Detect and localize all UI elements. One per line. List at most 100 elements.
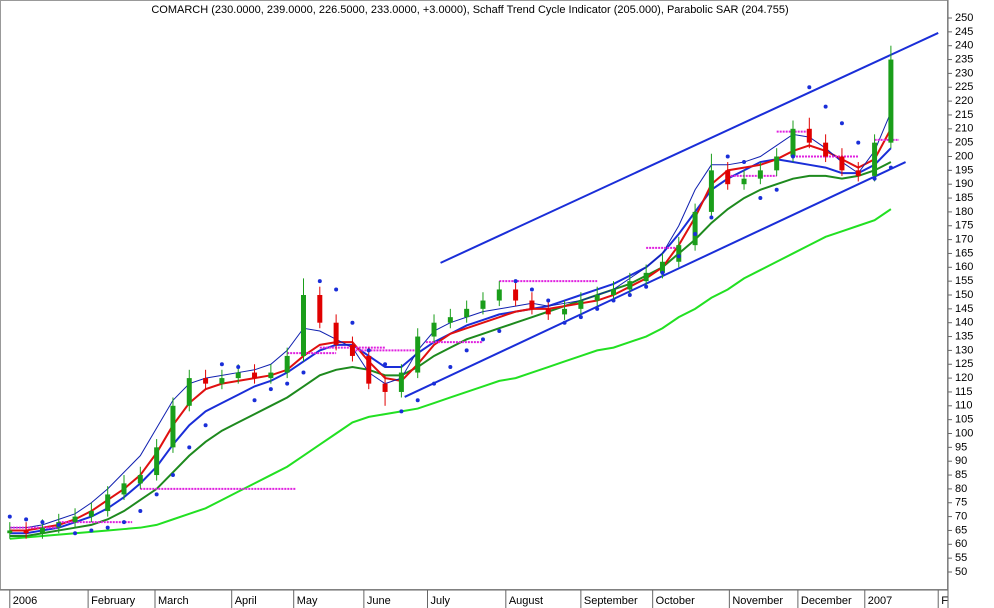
candle-body bbox=[643, 272, 649, 282]
y-tick-label: 225 bbox=[955, 81, 973, 93]
sar-dot bbox=[122, 520, 127, 525]
sar-dot bbox=[546, 298, 551, 303]
trend-line bbox=[440, 32, 939, 264]
candle-body bbox=[594, 295, 600, 301]
sar-dot bbox=[725, 154, 730, 159]
candle-body bbox=[235, 372, 241, 379]
x-tick-label: December bbox=[801, 595, 852, 607]
y-tick-label: 130 bbox=[955, 344, 973, 356]
x-tick-label: March bbox=[158, 595, 189, 607]
sar-dot bbox=[236, 365, 241, 370]
x-tick-label: April bbox=[235, 595, 257, 607]
candle-body bbox=[382, 383, 388, 392]
sar-dot bbox=[578, 315, 583, 320]
candle-body bbox=[611, 289, 617, 295]
candle-body bbox=[855, 170, 861, 176]
y-tick-label: 200 bbox=[955, 150, 973, 162]
sar-dot bbox=[334, 287, 339, 292]
y-tick-label: 220 bbox=[955, 95, 973, 107]
sar-dot bbox=[644, 284, 649, 289]
x-tick-label: May bbox=[297, 595, 318, 607]
sar-dot bbox=[774, 187, 779, 192]
sar-dot bbox=[742, 160, 747, 165]
sar-dot bbox=[317, 279, 322, 284]
x-tick-label: February bbox=[91, 595, 136, 607]
candle-body bbox=[170, 405, 176, 448]
candle-body bbox=[72, 516, 78, 523]
y-tick-label: 185 bbox=[955, 192, 973, 204]
x-tick-label: 2006 bbox=[13, 595, 37, 607]
candle-body bbox=[480, 300, 486, 309]
y-tick-label: 60 bbox=[955, 538, 967, 550]
y-tick-label: 205 bbox=[955, 137, 973, 149]
y-tick-label: 125 bbox=[955, 358, 973, 370]
candle-body bbox=[464, 308, 470, 318]
x-tick-label: 2007 bbox=[868, 595, 892, 607]
y-tick-label: 150 bbox=[955, 289, 973, 301]
sar-dot bbox=[383, 362, 388, 367]
y-tick-label: 65 bbox=[955, 524, 967, 536]
sar-dot bbox=[154, 492, 159, 497]
candle-body bbox=[203, 378, 209, 384]
sar-dot bbox=[187, 445, 192, 450]
candle-body bbox=[888, 59, 894, 143]
y-tick-label: 145 bbox=[955, 303, 973, 315]
sar-dot bbox=[252, 398, 257, 403]
y-tick-label: 95 bbox=[955, 441, 967, 453]
x-tick-label: November bbox=[732, 595, 783, 607]
x-tick-label: October bbox=[656, 595, 695, 607]
candle-body bbox=[137, 475, 143, 484]
y-tick-label: 210 bbox=[955, 123, 973, 135]
sar-dot bbox=[56, 522, 61, 527]
candle-body bbox=[806, 128, 812, 143]
sar-dot bbox=[40, 520, 45, 525]
candle-body bbox=[366, 355, 372, 384]
y-tick-label: 100 bbox=[955, 427, 973, 439]
x-tick-label: September bbox=[584, 595, 638, 607]
sar-dot bbox=[138, 509, 143, 514]
sar-dot bbox=[399, 409, 404, 414]
candle-body bbox=[774, 156, 780, 171]
sar-dot bbox=[562, 320, 567, 325]
sar-dot bbox=[709, 215, 714, 220]
x-tick-label: June bbox=[367, 595, 391, 607]
candle-body bbox=[872, 142, 878, 176]
chart-title: COMARCH (230.0000, 239.0000, 226.5000, 2… bbox=[151, 4, 788, 16]
trend-line bbox=[404, 161, 907, 398]
candle-body bbox=[627, 281, 633, 290]
candle-body bbox=[7, 530, 13, 534]
x-tick-label: F bbox=[941, 595, 948, 607]
y-tick-label: 120 bbox=[955, 372, 973, 384]
candle-body bbox=[349, 344, 355, 356]
y-tick-label: 160 bbox=[955, 261, 973, 273]
sar-dot bbox=[595, 306, 600, 311]
candle-body bbox=[708, 170, 714, 212]
x-tick-label: August bbox=[509, 595, 543, 607]
candle-body bbox=[23, 530, 29, 534]
y-tick-label: 80 bbox=[955, 483, 967, 495]
candle-body bbox=[317, 295, 323, 323]
candle-body bbox=[692, 211, 698, 246]
candle-body bbox=[88, 511, 94, 517]
candle-body bbox=[219, 378, 225, 384]
sar-dot bbox=[627, 293, 632, 297]
y-tick-label: 90 bbox=[955, 455, 967, 467]
candle-body bbox=[431, 322, 437, 337]
y-tick-label: 230 bbox=[955, 67, 973, 79]
sar-dot bbox=[350, 320, 355, 325]
candle-body bbox=[529, 300, 535, 309]
sar-dot bbox=[170, 473, 175, 478]
y-tick-label: 155 bbox=[955, 275, 973, 287]
sar-dot bbox=[790, 154, 795, 159]
sar-dot bbox=[268, 387, 273, 392]
candle-body bbox=[757, 170, 763, 179]
y-tick-label: 140 bbox=[955, 317, 973, 329]
candle-body bbox=[823, 142, 829, 157]
sar-dot bbox=[529, 287, 534, 292]
candle-body bbox=[725, 170, 731, 185]
sar-dot bbox=[7, 514, 12, 519]
sar-dot bbox=[807, 85, 812, 90]
candle-body bbox=[676, 245, 682, 262]
candle-body bbox=[578, 300, 584, 309]
